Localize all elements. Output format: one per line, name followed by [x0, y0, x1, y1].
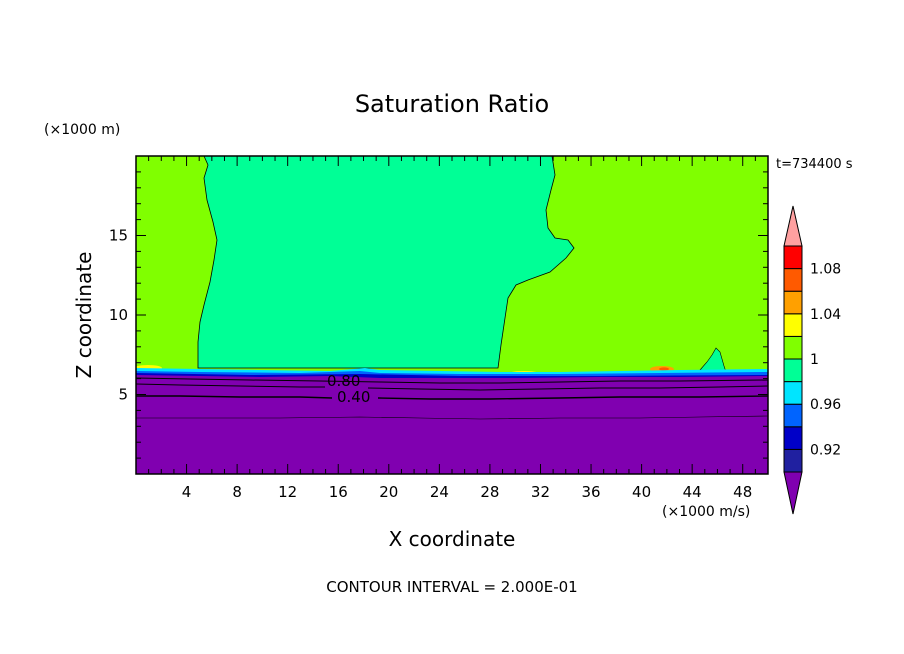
x-axis-label: X coordinate	[389, 527, 516, 551]
colorbar-swatch	[783, 335, 803, 360]
x-tick-label: 28	[480, 483, 499, 501]
colorbar-tick-label: 0.92	[810, 442, 841, 458]
colorbar-swatch	[783, 358, 803, 383]
x-tick-label: 16	[329, 483, 348, 501]
x-tick-label: 32	[531, 483, 550, 501]
x-tick-label: 36	[581, 483, 600, 501]
contour-label-0.80: 0.80	[327, 372, 360, 390]
contour-line-0.80	[136, 383, 768, 391]
plot-area: 0.80 0.40	[136, 156, 768, 474]
colorbar-swatch	[783, 245, 803, 270]
x-tick-label: 8	[232, 483, 242, 501]
colorbar-swatch	[783, 448, 803, 473]
colorbar: 0.92 0.96 1 1.04 1.08	[783, 205, 841, 515]
colorbar-overflow-triangle	[783, 205, 803, 247]
colorbar-swatch	[783, 268, 803, 292]
contour-label-0.40: 0.40	[337, 388, 370, 406]
x-unit-label: (×1000 m/s)	[662, 504, 750, 520]
contour-interval-footer: CONTOUR INTERVAL = 2.000E-01	[326, 578, 577, 596]
contour-line-1	[136, 377, 768, 384]
colorbar-tick-label: 0.96	[810, 397, 841, 413]
region-purple	[136, 375, 768, 474]
region-mint	[197, 156, 575, 369]
colorbar-tick-label: 1.08	[810, 262, 841, 278]
colorbar-swatch	[783, 290, 803, 315]
contour-line-0.40	[136, 395, 768, 400]
y-tick-label: 10	[109, 306, 128, 324]
x-tick-label: 20	[379, 483, 398, 501]
colorbar-swatch	[783, 403, 803, 428]
x-axis: 4 8 12 16 20 24 28 32 36 40 44 48	[148, 156, 756, 501]
colorbar-swatch	[783, 381, 803, 405]
time-label: t=734400 s	[776, 157, 853, 172]
y-axis-label: Z coordinate	[72, 252, 96, 379]
x-tick-label: 24	[430, 483, 449, 501]
colorbar-swatch	[783, 426, 803, 450]
colorbar-underflow-triangle	[783, 471, 803, 515]
x-tick-label: 12	[278, 483, 297, 501]
chart-title: Saturation Ratio	[355, 90, 549, 118]
contour-line-low	[136, 415, 768, 420]
x-tick-label: 44	[683, 483, 702, 501]
colorbar-tick-label: 1	[810, 352, 819, 368]
x-tick-label: 40	[632, 483, 651, 501]
colorbar-swatch	[783, 313, 803, 337]
y-tick-label: 5	[118, 386, 128, 404]
colorbar-tick-label: 1.04	[810, 307, 841, 323]
spot-red-right	[659, 367, 669, 371]
x-tick-label: 48	[733, 483, 752, 501]
y-unit-label: (×1000 m)	[44, 122, 120, 138]
y-axis: 5 10 15	[109, 171, 768, 459]
x-tick-label: 4	[182, 483, 192, 501]
y-tick-label: 15	[109, 227, 128, 245]
